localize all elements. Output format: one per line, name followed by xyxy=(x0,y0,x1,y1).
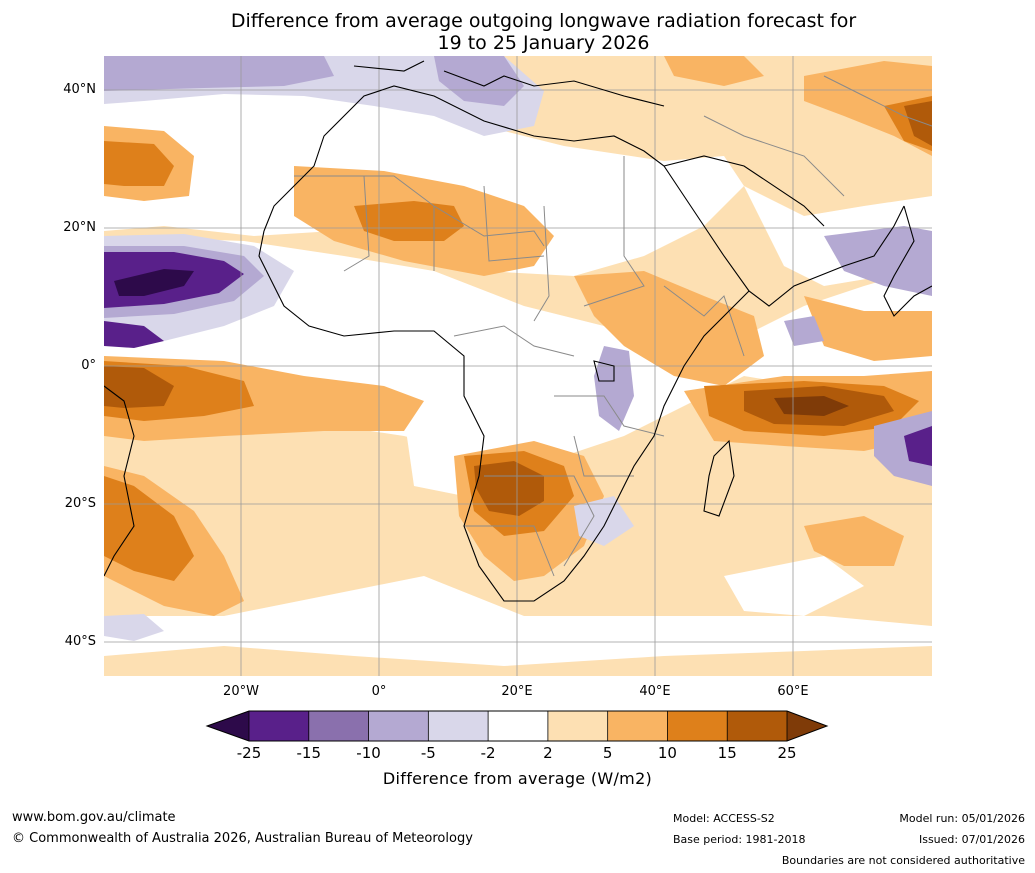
coastlines xyxy=(104,60,932,602)
lat-label-equator: 0° xyxy=(81,358,96,373)
colorbar-segment xyxy=(547,711,609,741)
colorbar-segment xyxy=(308,711,370,741)
colorbar-extend-low xyxy=(207,711,249,741)
colorbar-extend-high xyxy=(787,711,827,741)
colorbar-tick-label: -25 xyxy=(236,744,262,762)
colorbar-segment xyxy=(249,711,310,741)
colorbar xyxy=(205,710,829,742)
colorbar-tick-label: 5 xyxy=(602,744,613,762)
footer-issued: Issued: 07/01/2026 xyxy=(918,833,1025,846)
colorbar-tick-label: -5 xyxy=(420,744,436,762)
colorbar-segment xyxy=(428,711,489,741)
colorbar-tick-label: -10 xyxy=(356,744,381,762)
colorbar-outline xyxy=(205,710,829,742)
colorbar-segment xyxy=(368,711,429,741)
lon-label-40e: 40°E xyxy=(639,684,671,699)
lat-label-20n: 20°N xyxy=(63,220,96,235)
colorbar-label: Difference from average (W/m2) xyxy=(382,769,653,788)
title-line-2: 19 to 25 January 2026 xyxy=(437,32,650,54)
lat-label-40n: 40°N xyxy=(63,82,96,97)
lon-label-20e: 20°E xyxy=(501,684,533,699)
country-boundaries xyxy=(294,75,932,577)
footer-copyright: © Commonwealth of Australia 2026, Austra… xyxy=(12,831,473,846)
colorbar-segment xyxy=(607,711,668,741)
colorbar-tick-label: 25 xyxy=(777,744,797,762)
lat-label-40s: 40°S xyxy=(64,634,96,649)
footer-website[interactable]: www.bom.gov.au/climate xyxy=(12,810,176,825)
map-canvas xyxy=(104,56,932,676)
footer-disclaimer: Boundaries are not considered authoritat… xyxy=(781,854,1025,867)
title-line-1: Difference from average outgoing longwav… xyxy=(230,10,857,32)
very-strong-positive-regions xyxy=(104,101,932,516)
colorbar-tick-label: -15 xyxy=(296,744,322,762)
lon-label-0: 0° xyxy=(371,684,387,699)
colorbar-segment xyxy=(488,711,549,741)
footer-model: Model: ACCESS-S2 xyxy=(673,812,775,825)
lon-label-60e: 60°E xyxy=(777,684,809,699)
lat-label-20s: 20°S xyxy=(64,496,96,511)
colorbar-tick-label: 2 xyxy=(543,744,553,762)
map-title: Difference from average outgoing longwav… xyxy=(0,10,1035,54)
colorbar-segment xyxy=(667,711,728,741)
colorbar-tick-label: -2 xyxy=(480,744,496,762)
footer-model-run: Model run: 05/01/2026 xyxy=(899,812,1025,825)
lon-label-20w: 20°W xyxy=(223,684,259,699)
colorbar-tick-label: 15 xyxy=(717,744,737,762)
colorbar-segment xyxy=(727,711,788,741)
olr-anomaly-map xyxy=(104,56,932,676)
negative-anomaly-regions xyxy=(104,56,932,641)
colorbar-tick-label: 10 xyxy=(657,744,677,762)
footer-base-period: Base period: 1981-2018 xyxy=(673,833,806,846)
